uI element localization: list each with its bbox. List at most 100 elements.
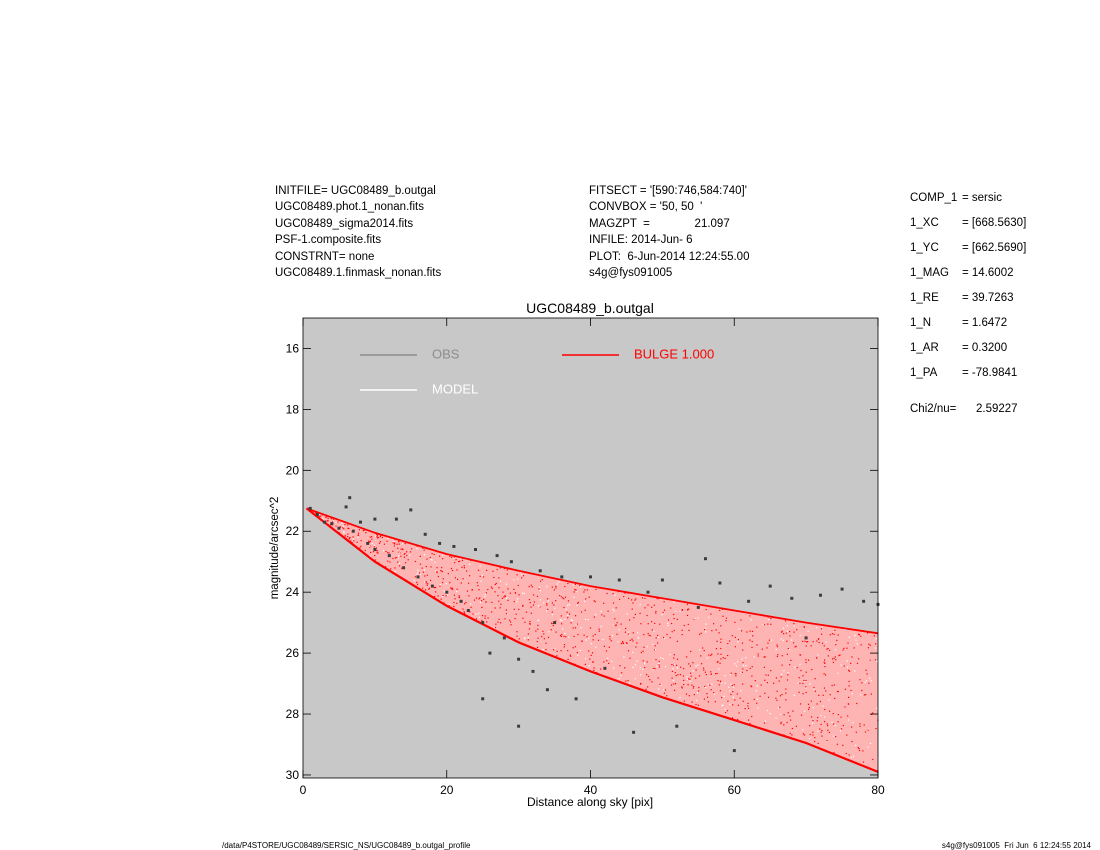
header-phot-file: UGC08489.phot.1_nonan.fits [275, 201, 424, 214]
obs-point [517, 724, 521, 728]
obs-point [553, 621, 557, 625]
obs-point [517, 657, 521, 661]
obs-point [790, 596, 794, 600]
x-tick-label: 20 [440, 783, 454, 797]
y-tick-label: 24 [286, 585, 300, 599]
obs-point [696, 605, 700, 609]
obs-point [402, 566, 406, 570]
y-tick-label: 30 [286, 768, 300, 782]
obs-point [308, 506, 312, 510]
obs-point [502, 636, 506, 640]
obs-point [495, 554, 499, 558]
y-tick-label: 16 [286, 341, 300, 355]
obs-point [718, 581, 722, 585]
bulge-model-band [306, 508, 879, 772]
obs-point [348, 496, 352, 500]
y-tick-label: 28 [286, 707, 300, 721]
y-tick-label: 20 [286, 463, 300, 477]
param-yc: 1_YC = [662.5690] [910, 242, 1027, 254]
obs-point [474, 548, 477, 551]
obs-point [481, 697, 485, 701]
obs-point [819, 593, 822, 597]
header-infile: INFILE: 2014-Jun- 6 [589, 234, 693, 247]
obs-point [416, 575, 420, 579]
header-plot-date: PLOT: 6-Jun-2014 12:24:55.00 [589, 250, 750, 263]
obs-point [344, 505, 348, 509]
obs-point [660, 578, 664, 582]
obs-point [373, 548, 377, 551]
obs-point [747, 599, 751, 603]
param-chi2nu: Chi2/nu= 2.59227 [910, 403, 1018, 415]
obs-point [632, 730, 636, 734]
header-sigma-file: UGC08489_sigma2014.fits [275, 217, 414, 230]
obs-point [603, 666, 607, 670]
obs-point [732, 749, 736, 753]
header-magzpt: MAGZPT = 21.097 [589, 217, 730, 230]
obs-point [862, 599, 866, 603]
obs-point [323, 520, 327, 524]
obs-point [840, 587, 844, 591]
header-user: s4g@fys091005 [589, 267, 673, 280]
obs-point [409, 508, 413, 512]
bulge-upper-edge [306, 507, 879, 635]
obs-point [617, 578, 621, 582]
obs-point [315, 513, 319, 516]
param-re: 1_RE = 39.7263 [910, 292, 1014, 304]
obs-point [423, 532, 427, 536]
obs-point [531, 669, 535, 673]
obs-point [337, 526, 341, 530]
header-convbox: CONVBOX = '50, 50 ' [589, 201, 703, 214]
obs-point [387, 554, 391, 558]
obs-point [488, 651, 492, 655]
obs-point [675, 724, 679, 728]
obs-point [452, 545, 456, 548]
y-tick-label: 26 [286, 646, 300, 660]
bulge-model-layer [305, 507, 879, 773]
legend-bulge-label: BULGE 1.000 [634, 346, 714, 361]
obs-point [589, 575, 592, 579]
obs-point [574, 697, 578, 701]
param-xc: 1_XC = [668.5630] [910, 217, 1027, 229]
header-mask-file: UGC08489.1.finmask_nonan.fits [275, 267, 442, 280]
header-fitsect: FITSECT = '[590:746,584:740]' [589, 185, 747, 197]
obs-point [438, 541, 442, 545]
obs-point [430, 584, 434, 588]
x-tick-label: 40 [584, 783, 598, 797]
obs-point [481, 621, 485, 625]
obs-point [394, 517, 398, 521]
obs-point [466, 609, 470, 612]
obs-point [768, 584, 772, 588]
y-tick-label: 18 [286, 402, 300, 416]
obs-point [445, 590, 449, 594]
obs-point [359, 520, 362, 524]
obs-point [646, 590, 650, 594]
header-middle-block: FITSECT = '[590:746,584:740]' CONVBOX = … [589, 183, 749, 281]
obs-point [704, 557, 707, 561]
obs-point [373, 517, 377, 521]
header-left-block: INITFILE= UGC08489_b.outgal UGC08489.pho… [275, 183, 441, 281]
param-ar: 1_AR = 0.3200 [910, 342, 1008, 354]
chart-title: UGC08489_b.outgal [526, 300, 654, 316]
obs-point [459, 599, 463, 603]
param-mag: 1_MAG = 14.6002 [910, 267, 1014, 279]
legend-model-label: MODEL [432, 381, 478, 396]
obs-point [509, 560, 513, 564]
x-tick-label: 0 [300, 783, 307, 797]
legend-obs-label: OBS [432, 346, 460, 361]
footer-timestamp: s4g@fys091005 Fri Jun 6 12:24:55 2014 [941, 841, 1091, 850]
param-comp: COMP_1 = sersic [910, 192, 1002, 204]
param-pa: 1_PA = -78.9841 [910, 367, 1018, 379]
header-initfile: INITFILE= UGC08489_b.outgal [275, 185, 436, 197]
header-psf-file: PSF-1.composite.fits [275, 234, 382, 247]
obs-point [804, 636, 808, 640]
param-n: 1_N = 1.6472 [910, 317, 1008, 329]
obs-point [351, 529, 355, 533]
x-axis-label: Distance along sky [pix] [527, 795, 653, 809]
footer-file-path: /data/P4STORE/UGC08489/SERSIC_NS/UGC0848… [222, 841, 471, 850]
obs-point [366, 541, 370, 545]
y-axis-label: magnitude/arcsec^2 [269, 497, 281, 600]
x-tick-label: 80 [871, 783, 885, 797]
bulge-lower-edge [305, 507, 879, 773]
obs-point [538, 569, 542, 573]
